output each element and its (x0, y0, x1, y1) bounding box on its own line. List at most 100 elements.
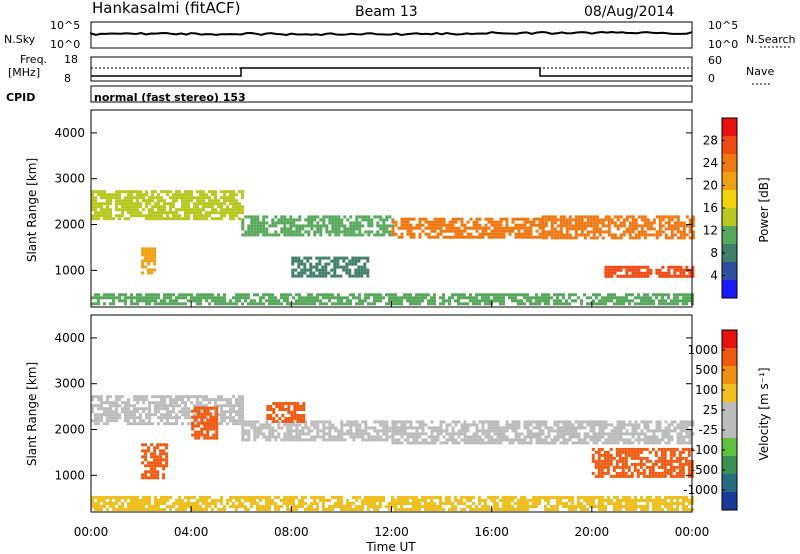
power-cell (562, 302, 565, 306)
velocity-cell (547, 435, 551, 439)
velocity-cell (466, 438, 470, 442)
velocity-cell (118, 496, 121, 499)
velocity-cell (406, 438, 410, 442)
velocity-cell (403, 423, 407, 427)
velocity-cell (472, 502, 475, 505)
velocity-cell (316, 508, 319, 511)
power-cell (619, 215, 623, 219)
power-cell (529, 223, 533, 227)
velocity-cell (106, 413, 109, 417)
power-cell (331, 293, 334, 297)
velocity-cell (478, 502, 481, 505)
velocity-cell (598, 496, 601, 499)
velocity-cell (676, 438, 680, 442)
velocity-cell (151, 413, 154, 417)
power-cell (340, 302, 343, 306)
velocity-cell (337, 502, 340, 505)
power-cell (673, 215, 677, 219)
power-cell (568, 227, 572, 231)
velocity-cell (660, 453, 664, 457)
velocity-cell (160, 496, 163, 499)
velocity-cell (133, 395, 136, 399)
power-cell (94, 211, 97, 215)
velocity-cell (589, 423, 593, 427)
power-cell (226, 211, 229, 215)
beam-title: Beam 13 (355, 4, 418, 20)
velocity-cell (631, 432, 635, 436)
power-cell (610, 236, 614, 240)
power-cell (199, 293, 202, 297)
velocity-cell (184, 496, 187, 499)
power-cell (343, 296, 346, 300)
velocity-cell (445, 423, 449, 427)
power-cell (190, 190, 193, 194)
velocity-cell (649, 496, 652, 499)
velocity-cell (601, 496, 604, 499)
velocity-cell (247, 496, 250, 499)
velocity-cell (361, 420, 365, 424)
power-cell (145, 193, 148, 197)
power-cell (631, 299, 634, 303)
power-cell (211, 299, 214, 303)
velocity-cell (636, 471, 640, 475)
velocity-cell (287, 420, 291, 423)
velocity-cell (628, 420, 632, 424)
power-cell (232, 214, 235, 218)
velocity-cell (106, 401, 109, 405)
velocity-cell (651, 447, 655, 451)
power-cell (94, 214, 97, 218)
power-cell (577, 227, 581, 231)
velocity-cell (217, 508, 220, 511)
velocity-cell (651, 471, 655, 475)
power-cell (199, 214, 202, 218)
power-cell (505, 220, 509, 224)
velocity-cell (178, 395, 181, 399)
velocity-cell (550, 438, 554, 442)
velocity-cell (367, 438, 371, 442)
power-cell (682, 271, 686, 275)
velocity-cell (400, 441, 404, 445)
velocity-cell (364, 432, 368, 436)
power-cell (322, 224, 326, 228)
power-cell (193, 214, 196, 218)
velocity-cell (646, 499, 649, 502)
velocity-cell (652, 429, 656, 433)
velocity-cell (687, 447, 691, 451)
velocity-cell (328, 432, 332, 436)
power-cell (163, 299, 166, 303)
power-cell (469, 299, 472, 303)
power-cell (478, 293, 481, 297)
power-cell (136, 296, 139, 300)
velocity-cell (598, 502, 601, 505)
velocity-cell (325, 499, 328, 502)
power-cell (424, 293, 427, 297)
velocity-cell (592, 423, 596, 427)
power-cell (427, 235, 431, 239)
power-cell (130, 190, 133, 194)
power-cell (475, 217, 479, 221)
velocity-cell (153, 470, 157, 474)
power-cell (418, 302, 421, 306)
power-cell (628, 268, 632, 272)
velocity-cell (370, 438, 374, 442)
velocity-cell (418, 502, 421, 505)
power-cell (592, 236, 596, 240)
velocity-cell (310, 435, 314, 439)
power-cell (673, 296, 676, 300)
velocity-cell (337, 429, 341, 433)
velocity-cell (277, 496, 280, 499)
power-cell (112, 193, 115, 197)
velocity-cell (460, 429, 464, 433)
velocity-cell (609, 462, 613, 466)
power-cell (556, 299, 559, 303)
power-cell (682, 274, 686, 278)
velocity-cell (496, 502, 499, 505)
power-cell (637, 293, 640, 297)
power-cell (136, 202, 139, 206)
velocity-cell (484, 420, 488, 424)
power-cell (336, 256, 340, 260)
velocity-cell (499, 432, 503, 436)
velocity-cell (559, 441, 563, 445)
velocity-cell (624, 474, 628, 478)
